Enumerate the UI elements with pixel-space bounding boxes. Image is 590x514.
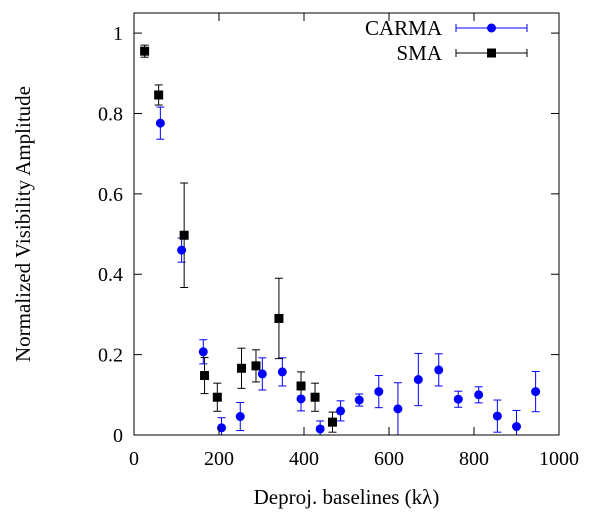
legend-label-sma: SMA	[396, 41, 442, 65]
carma-data-point	[512, 422, 521, 432]
carma-data-point	[492, 411, 502, 421]
carma-data-point	[198, 347, 208, 357]
y-tick-label: 0.2	[98, 345, 123, 367]
y-axis-label: Normalized Visibility Amplitude	[11, 86, 35, 362]
sma-data-point	[251, 361, 261, 371]
legend: CARMA SMA	[365, 16, 528, 65]
legend-label-carma: CARMA	[365, 16, 443, 40]
x-axis-label: Deproj. baselines (kλ)	[254, 485, 440, 509]
carma-data-point	[453, 394, 463, 404]
carma-data-point	[434, 365, 444, 375]
sma-data-point	[274, 313, 284, 323]
carma-data-point	[155, 118, 165, 128]
sma-data-point	[327, 417, 337, 427]
y-tick-label: 1	[113, 23, 123, 45]
carma-data-point	[413, 375, 423, 385]
x-tick-label: 600	[374, 448, 404, 470]
carma-data-point	[296, 394, 306, 404]
carma-data-point	[235, 412, 245, 422]
x-tick-label: 200	[204, 448, 234, 470]
carma-data-point	[474, 390, 484, 400]
y-tick-label: 0.4	[98, 264, 123, 286]
sma-data-point	[140, 46, 150, 56]
carma-data-point	[315, 424, 325, 434]
x-tick-label: 400	[289, 448, 319, 470]
sma-legend-marker	[487, 48, 496, 58]
legend-sample-carma	[455, 23, 528, 33]
sma-data-point	[212, 392, 222, 402]
sma-data-point	[310, 392, 320, 402]
y-tick-label: 0.6	[98, 184, 123, 206]
legend-sample-sma	[455, 48, 528, 58]
plot-frame	[133, 12, 560, 436]
sma-data-point	[154, 90, 164, 100]
carma-legend-marker	[487, 23, 496, 33]
x-tick-label: 0	[129, 448, 139, 470]
markers-layer	[140, 46, 541, 434]
sma-data-point	[296, 381, 306, 391]
sma-data-point	[179, 230, 189, 240]
carma-data-point	[336, 406, 346, 416]
carma-data-point	[393, 404, 403, 414]
sma-data-point	[237, 363, 247, 373]
y-tick-label: 0	[113, 425, 123, 447]
carma-data-point	[374, 387, 384, 397]
carma-data-point	[177, 245, 187, 255]
sma-data-point	[200, 371, 210, 381]
carma-data-point	[354, 395, 364, 405]
carma-data-point	[257, 369, 267, 379]
x-tick-label: 800	[459, 448, 489, 470]
carma-data-point	[217, 423, 227, 433]
axis-ticks-layer: 0 200 400 600 800 1000 0 0.2 0.4 0.6 0.8 1	[98, 13, 579, 470]
x-tick-label: 1000	[539, 448, 579, 470]
carma-data-point	[277, 367, 287, 377]
carma-data-point	[531, 387, 541, 397]
y-tick-label: 0.8	[98, 103, 123, 125]
